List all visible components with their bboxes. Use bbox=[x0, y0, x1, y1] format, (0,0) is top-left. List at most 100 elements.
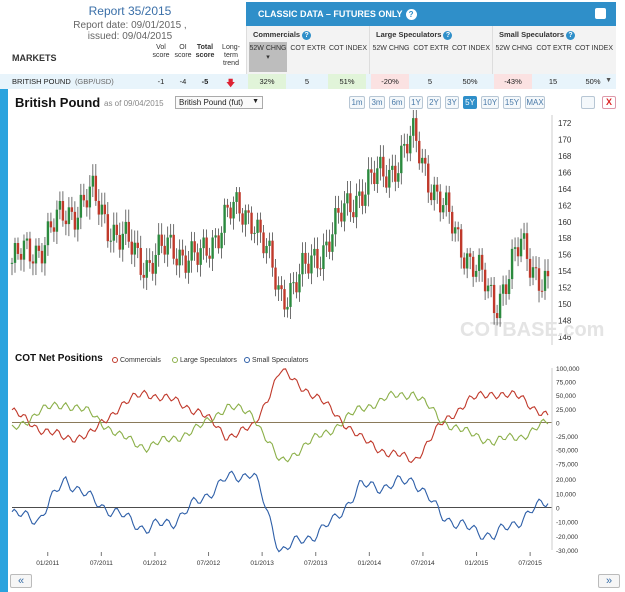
close-chart-button[interactable]: X bbox=[602, 96, 616, 109]
candle bbox=[37, 245, 41, 251]
candle bbox=[492, 284, 496, 314]
col-cot-extr-commercials[interactable]: COT EXTR bbox=[290, 45, 326, 52]
period-15y-button[interactable]: 15Y bbox=[503, 96, 521, 109]
oi-score-header[interactable]: OI score bbox=[174, 44, 192, 59]
contract-select[interactable]: British Pound (fut) ▼ bbox=[175, 96, 263, 109]
candle bbox=[528, 258, 532, 278]
series-commercials-line bbox=[11, 368, 549, 464]
period-6m-button[interactable]: 6m bbox=[389, 96, 405, 109]
help-icon[interactable]: ? bbox=[405, 9, 417, 20]
candle bbox=[145, 260, 148, 278]
candle bbox=[471, 256, 475, 277]
small-axis-tick: -30,000 bbox=[556, 548, 578, 555]
help-icon[interactable]: ? bbox=[302, 31, 312, 40]
candle bbox=[178, 249, 181, 266]
candle bbox=[313, 248, 316, 256]
price-axis-tick: 150 bbox=[558, 300, 572, 309]
candle bbox=[259, 219, 262, 233]
candle bbox=[343, 203, 346, 222]
contract-select-value: British Pound (fut) bbox=[179, 98, 244, 107]
classic-data-title: CLASSIC DATA – FUTURES ONLY bbox=[258, 9, 403, 19]
print-chart-icon[interactable] bbox=[581, 96, 595, 109]
col-cot-index-small[interactable]: COT INDEX bbox=[575, 45, 613, 52]
next-button[interactable]: » bbox=[598, 574, 620, 588]
candle bbox=[67, 207, 71, 225]
candle bbox=[271, 240, 274, 268]
candle bbox=[139, 247, 142, 275]
candle bbox=[334, 208, 337, 235]
candle bbox=[91, 175, 95, 187]
candle bbox=[247, 210, 250, 213]
candle bbox=[355, 195, 358, 218]
col-cot-extr-large[interactable]: COT EXTR bbox=[413, 45, 449, 52]
candle bbox=[316, 248, 319, 269]
period-10y-button[interactable]: 10Y bbox=[481, 96, 499, 109]
period-max-button[interactable]: MAX bbox=[525, 96, 545, 109]
candle bbox=[465, 253, 469, 269]
candle bbox=[433, 184, 436, 201]
period-5y-button[interactable]: 5Y bbox=[463, 96, 477, 109]
series-small-speculators-line bbox=[11, 470, 549, 553]
col-52w-chng-commercials[interactable]: 52W CHNG ▾ bbox=[249, 42, 287, 72]
candle bbox=[480, 254, 484, 270]
com-cot-index: 51% bbox=[328, 74, 366, 89]
vol-score-header[interactable]: Vol score bbox=[152, 44, 170, 59]
candle bbox=[412, 118, 415, 136]
small-axis-tick: 0 bbox=[556, 505, 560, 512]
candle bbox=[531, 267, 535, 278]
period-1y-button[interactable]: 1Y bbox=[409, 96, 423, 109]
total-score-header[interactable]: Total score bbox=[195, 44, 215, 59]
long-term-trend-header[interactable]: Long-term trend bbox=[222, 44, 240, 67]
chart-asof: as of 09/04/2015 bbox=[104, 99, 164, 108]
candle bbox=[214, 235, 217, 238]
prev-button[interactable]: « bbox=[10, 574, 32, 588]
candle bbox=[34, 245, 38, 264]
chevron-down-icon[interactable]: ▼ bbox=[605, 77, 612, 84]
period-1m-button[interactable]: 1m bbox=[349, 96, 365, 109]
market-name[interactable]: BRITISH POUND (GBP/USD) bbox=[12, 77, 114, 86]
print-icon[interactable] bbox=[595, 8, 606, 19]
candle bbox=[274, 267, 277, 290]
candle bbox=[13, 243, 17, 263]
candle bbox=[124, 221, 127, 234]
com-cot-extr: 5 bbox=[304, 77, 310, 86]
total-score: -5 bbox=[201, 77, 209, 86]
cot-groups-header: Commercials? 52W CHNG ▾ COT EXTR COT INDE… bbox=[246, 26, 616, 74]
candle bbox=[172, 234, 175, 259]
candle bbox=[522, 233, 526, 239]
candle bbox=[504, 284, 508, 295]
candle bbox=[397, 173, 400, 182]
period-2y-button[interactable]: 2Y bbox=[427, 96, 441, 109]
period-3m-button[interactable]: 3m bbox=[369, 96, 385, 109]
candle bbox=[10, 262, 14, 264]
candle bbox=[513, 247, 517, 249]
candle bbox=[238, 192, 241, 214]
candle bbox=[379, 156, 382, 169]
candle bbox=[58, 201, 62, 210]
candle bbox=[166, 237, 169, 255]
group-commercials: Commercials? 52W CHNG ▾ COT EXTR COT INDE… bbox=[246, 26, 369, 74]
candle bbox=[52, 227, 56, 232]
candle bbox=[331, 234, 334, 252]
help-icon[interactable]: ? bbox=[443, 31, 453, 40]
col-cot-index-large[interactable]: COT INDEX bbox=[452, 45, 490, 52]
candle bbox=[501, 284, 505, 294]
candle bbox=[175, 258, 178, 266]
candle bbox=[220, 232, 223, 249]
candle bbox=[118, 234, 121, 250]
col-52w-chng-small[interactable]: 52W CHNG bbox=[495, 45, 533, 52]
x-tick-label: 07/2011 bbox=[90, 560, 113, 567]
table-row[interactable]: BRITISH POUND (GBP/USD) -1 -4 -5 🡇 32% 5… bbox=[0, 74, 616, 89]
col-52w-chng-large[interactable]: 52W CHNG bbox=[372, 45, 410, 52]
large-cot-extr: 5 bbox=[427, 77, 433, 86]
help-icon[interactable]: ? bbox=[566, 31, 576, 40]
candle bbox=[235, 192, 238, 202]
candle bbox=[301, 252, 304, 275]
candle bbox=[546, 270, 550, 277]
period-3y-button[interactable]: 3Y bbox=[445, 96, 459, 109]
x-tick-label: 01/2014 bbox=[358, 560, 382, 567]
col-cot-extr-small[interactable]: COT EXTR bbox=[536, 45, 572, 52]
candle bbox=[79, 194, 83, 218]
candle bbox=[121, 233, 124, 250]
col-cot-index-commercials[interactable]: COT INDEX bbox=[329, 45, 367, 52]
